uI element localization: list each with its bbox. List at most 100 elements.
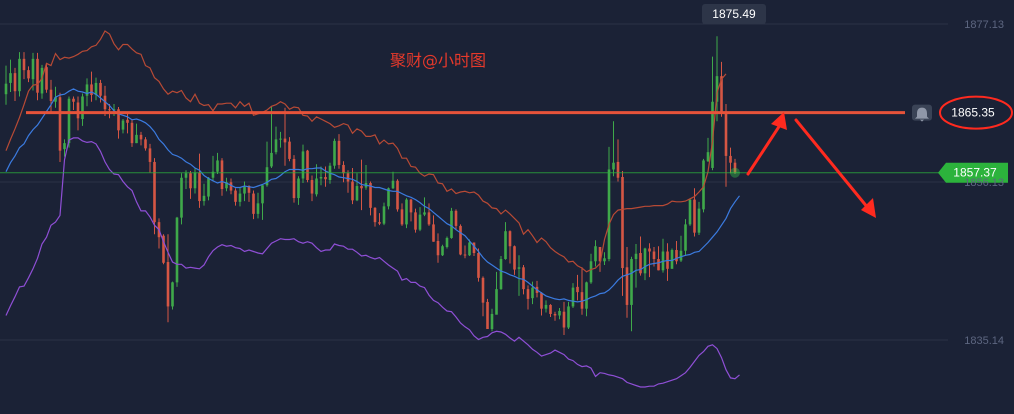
candle-body <box>598 246 602 262</box>
candle-body <box>612 162 615 170</box>
y-tick-label: 1877.13 <box>964 19 1004 31</box>
current-price-label: 1857.37 <box>953 166 997 180</box>
forecast-arrow-up-head <box>771 112 787 130</box>
resistance-circle-highlight <box>939 95 1013 130</box>
candle-body <box>337 140 341 165</box>
candle-body <box>558 310 561 316</box>
candle-body <box>657 259 660 271</box>
candle-body <box>265 167 269 186</box>
candle-body <box>81 96 84 120</box>
candle-body <box>711 101 714 168</box>
candle-body <box>175 217 179 283</box>
candle-body <box>184 173 188 178</box>
candle-body <box>472 242 476 254</box>
candle-body <box>571 287 575 307</box>
candle-body <box>616 161 620 178</box>
candle-body <box>679 250 683 261</box>
candle-body <box>621 176 624 269</box>
candle-body <box>121 120 125 130</box>
candle-body <box>639 253 642 274</box>
candle-body <box>486 301 489 330</box>
candle-body <box>648 248 651 252</box>
candle-body <box>463 254 467 256</box>
candle-body <box>198 172 201 202</box>
candle-body <box>18 58 21 92</box>
candle-body <box>634 253 638 260</box>
candle-body <box>297 178 300 199</box>
candle-body <box>180 177 183 218</box>
candle-body <box>450 210 453 238</box>
candle-body <box>688 199 692 225</box>
candle-body <box>562 311 566 328</box>
gridlines <box>0 23 948 341</box>
candle-body <box>441 246 444 256</box>
candle-body <box>733 162 737 173</box>
candle-body <box>126 119 129 123</box>
candle-body <box>108 109 111 111</box>
candle-body <box>477 253 480 278</box>
candle-body <box>171 282 174 307</box>
candle-body <box>625 267 629 305</box>
upper-band-line <box>5 30 727 273</box>
candle-body <box>607 169 611 260</box>
candle-body <box>724 113 728 156</box>
candle-body <box>400 209 404 225</box>
candle-body <box>99 82 102 96</box>
alert-bell-icon[interactable] <box>912 104 932 122</box>
candle-body <box>445 237 449 247</box>
candle-body <box>652 251 656 260</box>
candle-body <box>193 172 197 189</box>
candle-body <box>346 173 350 182</box>
high-marker-label: 1875.49 <box>712 7 756 21</box>
candle-body <box>13 73 17 92</box>
candle-body <box>504 231 507 260</box>
candle-body <box>333 140 336 166</box>
candle-body <box>409 199 413 213</box>
candle-body <box>414 212 417 230</box>
current-price-glow <box>730 167 740 178</box>
candle-body <box>67 98 71 144</box>
candle-body <box>324 176 327 180</box>
candle-body <box>40 67 44 94</box>
candle-body <box>517 267 521 269</box>
candle-body <box>387 188 390 207</box>
candle-body <box>418 214 422 230</box>
candle-body <box>288 141 291 159</box>
candle-body <box>310 180 314 194</box>
candle-body <box>508 231 512 247</box>
candle-body <box>94 82 98 95</box>
candle-body <box>85 84 89 96</box>
candle-body <box>112 109 116 111</box>
candle-body <box>36 58 39 93</box>
candle-body <box>342 164 345 174</box>
candle-body <box>130 122 134 144</box>
lower-band-line <box>5 137 740 388</box>
resistance-price-label: 1865.35 <box>951 106 995 120</box>
y-tick-label: 1835.14 <box>964 335 1004 347</box>
candle-body <box>715 76 719 102</box>
candle-body <box>139 134 143 140</box>
candle-body <box>423 212 426 215</box>
candle-body <box>306 150 309 181</box>
forecast-arrow-down-line <box>794 118 870 210</box>
candle-body <box>274 139 278 153</box>
candle-body <box>153 161 156 223</box>
candle-body <box>499 259 503 290</box>
candle-body <box>355 186 359 201</box>
candle-body <box>283 138 287 143</box>
candle-body <box>495 289 498 315</box>
candle-body <box>675 249 678 262</box>
candle-body <box>436 240 440 256</box>
candle-body <box>49 89 53 101</box>
candle-body <box>27 70 30 79</box>
candle-body <box>396 180 399 210</box>
candle-body <box>576 286 579 293</box>
candle-body <box>4 83 8 95</box>
candle-body <box>427 212 431 225</box>
candle-body <box>148 148 152 162</box>
candle-body <box>697 208 701 233</box>
candle-body <box>256 203 260 214</box>
candle-body <box>369 183 372 208</box>
